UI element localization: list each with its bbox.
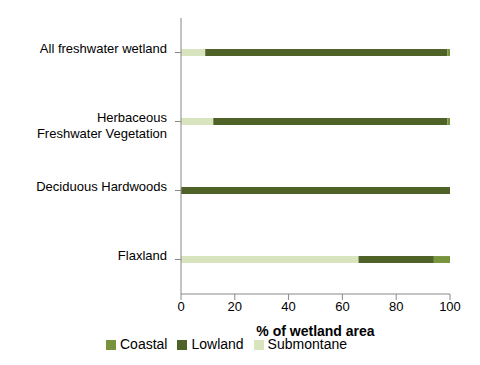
svg-text:% of wetland area: % of wetland area xyxy=(256,323,374,339)
svg-text:All freshwater wetland: All freshwater wetland xyxy=(40,41,167,56)
html-text:Submontane: Submontane xyxy=(267,336,347,352)
svg-text:60: 60 xyxy=(335,299,349,314)
svg-text:100: 100 xyxy=(439,299,461,314)
html-text:Coastal: Coastal xyxy=(120,336,168,352)
html-text:Lowland: Lowland xyxy=(191,336,244,352)
svg-text:Deciduous Hardwoods: Deciduous Hardwoods xyxy=(36,179,167,194)
svg-text:HerbaceousFreshwater Vegetatio: HerbaceousFreshwater Vegetation xyxy=(37,110,168,141)
svg-text:40: 40 xyxy=(281,299,295,314)
svg-text:0: 0 xyxy=(177,299,184,314)
svg-text:80: 80 xyxy=(389,299,403,314)
svg-text:20: 20 xyxy=(228,299,242,314)
svg-text:Flaxland: Flaxland xyxy=(118,248,167,263)
